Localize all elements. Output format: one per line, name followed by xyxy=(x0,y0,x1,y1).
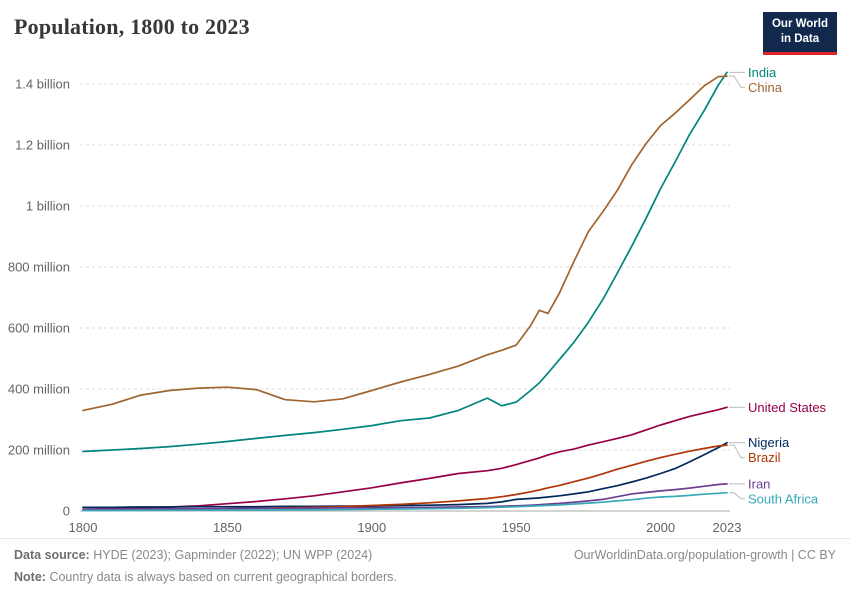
series-label-connector xyxy=(729,492,745,500)
series-label-china[interactable]: China xyxy=(748,80,783,95)
x-tick-label: 1850 xyxy=(213,520,242,535)
y-tick-label: 0 xyxy=(63,504,70,519)
population-line-chart[interactable]: 0 200 million 400 million 600 million 800 mi… xyxy=(0,55,850,540)
x-tick-label: 1800 xyxy=(69,520,98,535)
series-line-united-states[interactable] xyxy=(82,406,728,511)
series-label-south-africa[interactable]: South Africa xyxy=(748,491,819,506)
series-label-united-states[interactable]: United States xyxy=(748,400,827,415)
y-tick-label: 1.4 billion xyxy=(15,77,70,92)
series-label-brazil[interactable]: Brazil xyxy=(748,450,781,465)
x-tick-label: 1900 xyxy=(357,520,386,535)
y-tick-label: 600 million xyxy=(8,321,70,336)
series-line-india[interactable] xyxy=(82,71,728,453)
series-line-nigeria[interactable] xyxy=(82,441,728,509)
series-label-connector xyxy=(729,444,745,459)
y-tick-label: 1 billion xyxy=(26,199,70,214)
x-tick-label: 2000 xyxy=(646,520,675,535)
data-source-label: Data source: xyxy=(14,548,90,562)
page-title: Population, 1800 to 2023 xyxy=(14,14,250,39)
series-line-china[interactable] xyxy=(82,75,728,412)
logo-text-line1: Our World xyxy=(771,18,828,30)
note-text: Note: Country data is always based on cu… xyxy=(14,570,397,585)
chart-footer: Data source: HYDE (2023); Gapminder (202… xyxy=(0,538,850,586)
owid-cc-by-link[interactable]: OurWorldinData.org/population-growth | C… xyxy=(573,548,836,562)
series-line-south-africa[interactable] xyxy=(82,491,728,512)
y-tick-label: 1.2 billion xyxy=(15,138,70,153)
x-tick-label: 1950 xyxy=(502,520,531,535)
series-label-nigeria[interactable]: Nigeria xyxy=(748,435,790,450)
x-tick-label: 2023 xyxy=(713,520,742,535)
data-source-text: Data source: HYDE (2023); Gapminder (202… xyxy=(14,548,373,562)
y-tick-label: 200 million xyxy=(8,443,70,458)
note-label: Note: xyxy=(14,570,46,585)
series-label-connector xyxy=(729,75,745,88)
owid-logo[interactable]: Our World in Data xyxy=(762,12,837,55)
logo-text-line2: in Data xyxy=(780,32,820,45)
y-tick-label: 800 million xyxy=(8,260,70,275)
series-label-india[interactable]: India xyxy=(748,65,777,80)
series-label-iran[interactable]: Iran xyxy=(748,476,770,491)
series-line-iran[interactable] xyxy=(82,483,728,511)
y-tick-label: 400 million xyxy=(8,382,70,397)
